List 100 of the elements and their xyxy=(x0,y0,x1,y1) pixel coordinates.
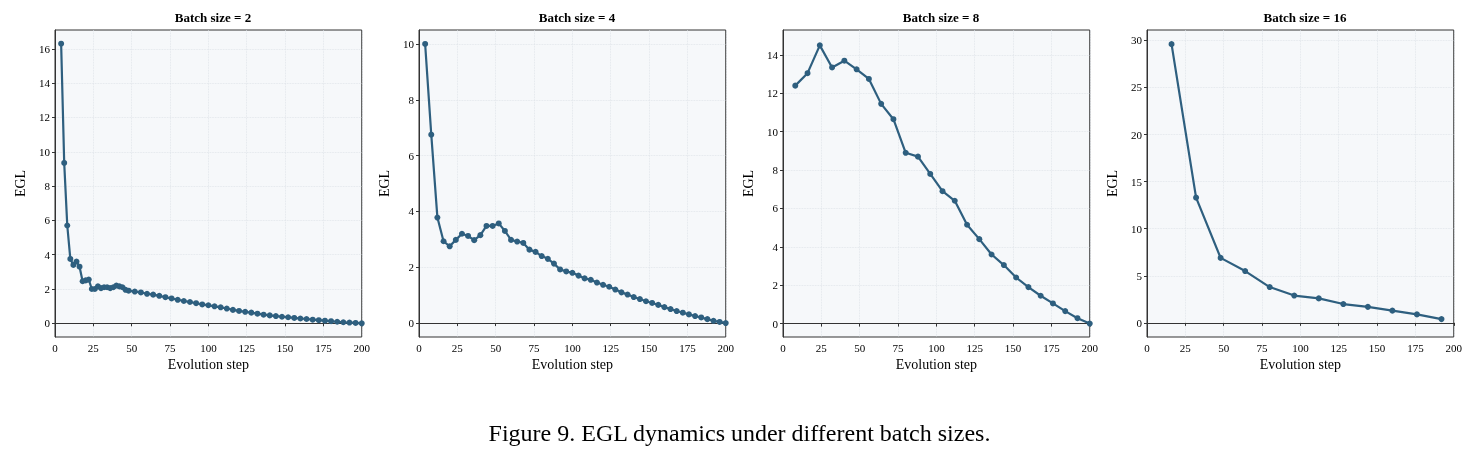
point xyxy=(976,236,983,243)
x-tick-label: 50 xyxy=(1218,341,1230,354)
point xyxy=(649,299,656,306)
point xyxy=(643,298,649,305)
x-tick-label: 175 xyxy=(1407,341,1425,354)
x-tick-label: 25 xyxy=(815,341,828,354)
y-tick-label: 12 xyxy=(767,87,778,100)
point xyxy=(1049,300,1056,307)
y-tick-label: 8 xyxy=(772,164,779,177)
point xyxy=(902,149,909,156)
point xyxy=(600,281,607,288)
y-axis-title: EGL xyxy=(376,169,392,198)
x-tick-label: 150 xyxy=(1368,341,1386,354)
point xyxy=(1013,274,1020,281)
x-tick-label: 125 xyxy=(1330,341,1348,354)
x-axis-title: Evolution step xyxy=(1259,357,1342,373)
point xyxy=(939,188,946,195)
x-tick-label: 0 xyxy=(52,341,59,354)
x-tick-label: 100 xyxy=(1292,341,1310,354)
y-tick-label: 30 xyxy=(1131,34,1143,47)
point xyxy=(679,309,686,316)
point xyxy=(587,276,594,283)
y-tick-label: 10 xyxy=(403,37,415,50)
y-tick-label: 4 xyxy=(44,248,51,261)
point xyxy=(1266,284,1273,291)
point xyxy=(575,272,582,279)
point xyxy=(581,275,588,282)
x-tick-label: 200 xyxy=(1445,341,1463,354)
point xyxy=(501,227,508,234)
x-tick-label: 150 xyxy=(1004,341,1022,354)
point xyxy=(853,66,860,73)
point xyxy=(434,214,441,221)
point xyxy=(792,82,799,89)
y-tick-label: 20 xyxy=(1131,128,1143,141)
point xyxy=(1413,311,1420,318)
point xyxy=(1315,295,1322,302)
point xyxy=(557,266,564,273)
point xyxy=(630,294,637,301)
point xyxy=(422,40,429,47)
point xyxy=(716,318,723,325)
x-tick-label: 50 xyxy=(854,341,866,354)
y-tick-label: 2 xyxy=(772,279,778,292)
point xyxy=(1074,315,1081,322)
point xyxy=(951,197,958,204)
point xyxy=(1193,194,1200,201)
point xyxy=(841,57,848,64)
x-tick-label: 25 xyxy=(87,341,100,354)
point xyxy=(1340,301,1347,308)
point xyxy=(550,260,557,267)
point xyxy=(1168,41,1175,48)
x-tick-label: 0 xyxy=(1144,341,1151,354)
point xyxy=(692,313,699,320)
point xyxy=(606,283,613,290)
point xyxy=(804,70,811,77)
y-tick-label: 6 xyxy=(408,149,415,162)
y-tick-label: 6 xyxy=(772,202,779,215)
y-tick-label: 5 xyxy=(1136,269,1143,282)
point xyxy=(661,304,668,311)
y-tick-label: 10 xyxy=(1131,222,1143,235)
x-tick-label: 100 xyxy=(564,341,582,354)
point xyxy=(1025,284,1032,291)
point xyxy=(636,296,643,303)
point xyxy=(685,311,692,318)
y-tick-label: 14 xyxy=(39,77,51,90)
y-tick-label: 12 xyxy=(39,111,50,124)
y-tick-label: 10 xyxy=(767,125,779,138)
chart-title: Batch size = 4 xyxy=(538,10,616,25)
y-tick-label: 2 xyxy=(44,282,50,295)
x-tick-label: 125 xyxy=(602,341,620,354)
point xyxy=(489,222,496,229)
y-tick-label: 2 xyxy=(408,261,414,274)
y-axis-title: EGL xyxy=(1104,169,1120,198)
point xyxy=(446,243,453,250)
point xyxy=(624,291,631,298)
x-tick-label: 100 xyxy=(200,341,218,354)
y-tick-label: 10 xyxy=(39,145,51,158)
x-tick-label: 150 xyxy=(640,341,658,354)
x-tick-label: 75 xyxy=(528,341,541,354)
x-tick-label: 100 xyxy=(928,341,946,354)
x-tick-label: 175 xyxy=(1043,341,1061,354)
x-tick-label: 25 xyxy=(1179,341,1192,354)
point xyxy=(704,316,711,323)
point xyxy=(1291,292,1298,299)
point xyxy=(722,320,729,327)
point xyxy=(1438,316,1445,323)
point xyxy=(890,116,897,123)
point xyxy=(465,232,472,239)
y-tick-label: 15 xyxy=(1131,175,1143,188)
point xyxy=(532,248,539,255)
point xyxy=(458,230,465,237)
point xyxy=(452,236,459,243)
y-tick-label: 6 xyxy=(44,214,51,227)
y-tick-label: 4 xyxy=(772,240,779,253)
y-tick-label: 25 xyxy=(1131,81,1143,94)
x-tick-label: 200 xyxy=(1081,341,1099,354)
y-axis-title: EGL xyxy=(12,169,28,198)
point xyxy=(1364,303,1371,310)
point xyxy=(667,306,674,313)
point xyxy=(544,255,551,262)
x-tick-label: 50 xyxy=(126,341,138,354)
